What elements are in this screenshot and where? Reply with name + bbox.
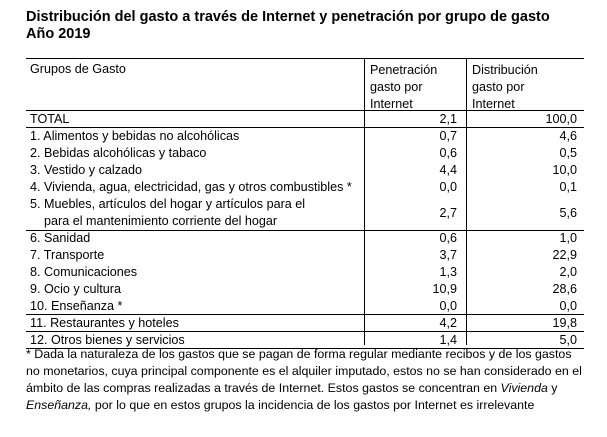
section-rule bbox=[26, 230, 584, 231]
table-row-total: TOTAL 2,1 100,0 bbox=[26, 111, 584, 128]
table-row: 9. Ocio y cultura 10,9 28,6 bbox=[30, 282, 577, 296]
title-line-2: Año 2019 bbox=[26, 26, 91, 42]
column-divider-left bbox=[364, 58, 365, 345]
total-rule bbox=[26, 127, 584, 128]
table-row: 5. Muebles, artículos del hogar y artícu… bbox=[26, 196, 584, 231]
footnote: * Dada la naturaleza de los gastos que s… bbox=[26, 347, 582, 412]
document-title: Distribución del gasto a través de Inter… bbox=[26, 9, 601, 43]
header-rule bbox=[26, 110, 584, 111]
table-row: 8. Comunicaciones 1,3 2,0 bbox=[30, 265, 577, 279]
table-row: 10. Enseñanza * 0,0 0,0 bbox=[26, 298, 584, 315]
header-penetration: Penetración gasto por Internet bbox=[370, 63, 438, 111]
table-row: 12. Otros bienes y servicios 1,4 5,0 bbox=[26, 332, 584, 349]
table-header: Grupos de Gasto Penetración gasto por In… bbox=[26, 58, 584, 111]
table-row: 7. Transporte 3,7 22,9 bbox=[30, 248, 577, 262]
table-bottom-rule bbox=[26, 348, 584, 349]
table-row: 4. Vivienda, agua, electricidad, gas y o… bbox=[30, 180, 577, 194]
table-row: 2. Bebidas alcohólicas y tabaco 0,6 0,5 bbox=[30, 146, 577, 160]
section-rule bbox=[26, 331, 584, 332]
column-divider-right bbox=[466, 58, 467, 345]
footnote-emphasis: Enseñanza, bbox=[26, 398, 92, 412]
title-line-1: Distribución del gasto a través de Inter… bbox=[26, 9, 550, 25]
expense-table: Grupos de Gasto Penetración gasto por In… bbox=[26, 58, 584, 349]
row-label-line-2: para el mantenimiento corriente del hoga… bbox=[44, 214, 278, 228]
footnote-emphasis: Vivienda bbox=[500, 381, 548, 395]
row-label-line-1: 5. Muebles, artículos del hogar y artícu… bbox=[30, 197, 306, 211]
table-row: 3. Vestido y calzado 4,4 10,0 bbox=[30, 163, 577, 177]
header-distribution: Distribución gasto por Internet bbox=[472, 63, 538, 111]
table-row: 11. Restaurantes y hoteles 4,2 19,8 bbox=[26, 315, 584, 332]
table-row: 6. Sanidad 0,6 1,0 bbox=[30, 231, 577, 245]
table-top-rule bbox=[26, 58, 584, 59]
header-group: Grupos de Gasto bbox=[30, 62, 126, 76]
section-rule bbox=[26, 314, 584, 315]
table-row: 1. Alimentos y bebidas no alcohólicas 0,… bbox=[30, 129, 577, 143]
